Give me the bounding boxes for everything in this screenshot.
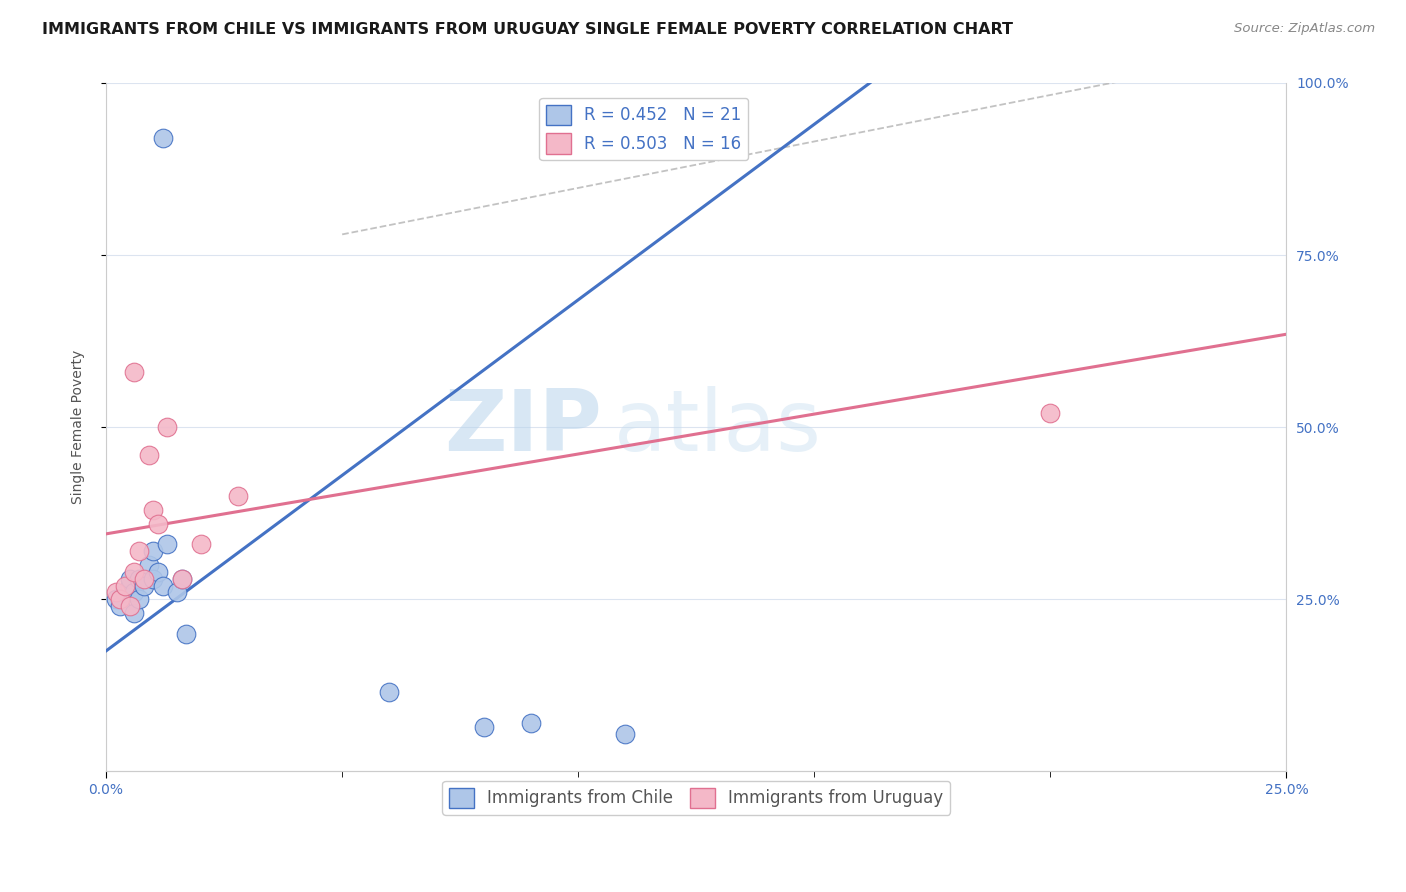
Point [142, 544, 165, 558]
Point [128, 572, 150, 586]
Point [118, 572, 141, 586]
Point [156, 537, 179, 551]
Point [142, 572, 165, 586]
Point [520, 716, 543, 731]
Point [1039, 406, 1062, 420]
Point [128, 592, 150, 607]
Y-axis label: Single Female Poverty: Single Female Poverty [72, 350, 86, 504]
Point [152, 131, 174, 145]
Point [156, 420, 179, 434]
Point [124, 585, 146, 599]
Point [170, 572, 193, 586]
Legend: Immigrants from Chile, Immigrants from Uruguay: Immigrants from Chile, Immigrants from U… [443, 781, 950, 814]
Point [124, 365, 146, 379]
Text: ZIP: ZIP [444, 385, 602, 468]
Point [166, 585, 188, 599]
Point [378, 685, 401, 699]
Point [110, 599, 132, 614]
Point [138, 558, 160, 572]
Point [170, 572, 193, 586]
Point [146, 565, 169, 579]
Point [146, 516, 169, 531]
Point [132, 578, 155, 592]
Text: Source: ZipAtlas.com: Source: ZipAtlas.com [1234, 22, 1375, 36]
Point [104, 585, 127, 599]
Point [152, 578, 174, 592]
Point [118, 578, 141, 592]
Point [142, 502, 165, 516]
Point [104, 592, 127, 607]
Point [118, 599, 141, 614]
Point [472, 720, 495, 734]
Point [190, 537, 212, 551]
Point [128, 544, 150, 558]
Point [614, 726, 637, 740]
Point [138, 448, 160, 462]
Point [176, 626, 198, 640]
Text: IMMIGRANTS FROM CHILE VS IMMIGRANTS FROM URUGUAY SINGLE FEMALE POVERTY CORRELATI: IMMIGRANTS FROM CHILE VS IMMIGRANTS FROM… [42, 22, 1014, 37]
Text: atlas: atlas [613, 385, 821, 468]
Point [226, 489, 249, 503]
Point [124, 606, 146, 620]
Point [114, 578, 136, 592]
Point [124, 565, 146, 579]
Point [110, 592, 132, 607]
Point [132, 572, 155, 586]
Point [114, 585, 136, 599]
